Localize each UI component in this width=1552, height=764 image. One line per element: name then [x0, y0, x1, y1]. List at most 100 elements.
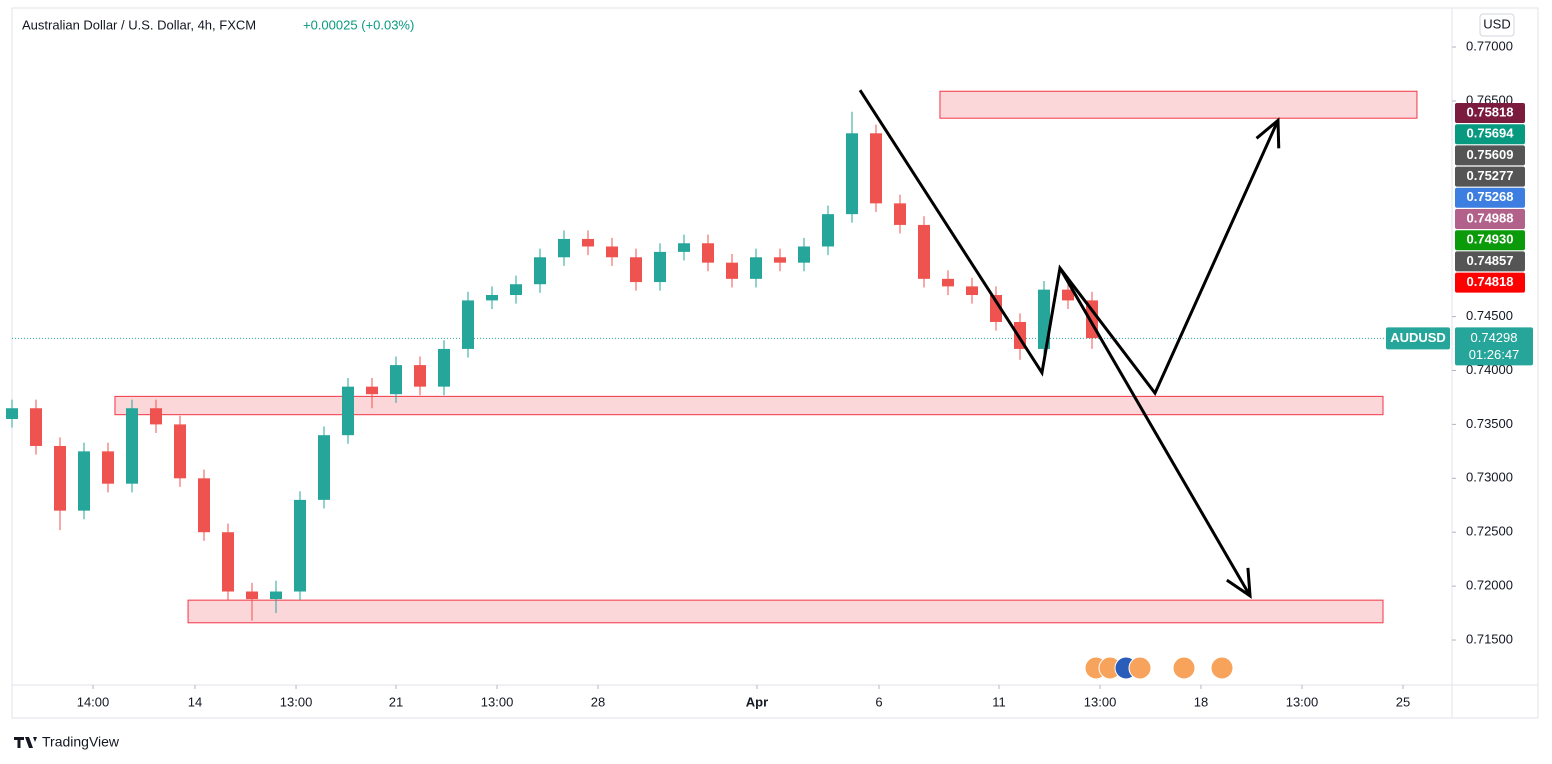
x-tick-label: 13:00 — [481, 694, 514, 709]
candle-body — [150, 408, 162, 425]
candle-body — [1062, 289, 1074, 301]
candle-body — [582, 238, 594, 247]
x-tick-label: 25 — [1396, 694, 1410, 709]
x-tick-label: 14 — [188, 694, 202, 709]
candle-body — [726, 262, 738, 279]
candle-body — [486, 295, 498, 301]
candle-body — [846, 133, 858, 215]
x-tick-label: 18 — [1194, 694, 1208, 709]
chart-frame — [11, 7, 1539, 719]
event-icon[interactable] — [1172, 656, 1196, 680]
candle-body — [222, 532, 234, 592]
candle-body — [798, 246, 810, 263]
x-tick-label: Apr — [746, 694, 768, 709]
x-tick-label: 13:00 — [1084, 694, 1117, 709]
x-tick-label: 13:00 — [1286, 694, 1319, 709]
y-tick-label: 0.73000 — [1466, 470, 1513, 485]
branding: TradingView — [42, 734, 120, 750]
candle-body — [990, 295, 1002, 322]
candle-body — [918, 224, 930, 279]
price-badge-label: 0.75277 — [1467, 168, 1514, 183]
candle-body — [294, 499, 306, 592]
price-badge-label: 0.74857 — [1467, 253, 1514, 268]
last-price-badge — [1455, 327, 1533, 366]
x-tick-label: 11 — [992, 694, 1006, 709]
candle-body — [126, 408, 138, 484]
price-badge-label: 0.74988 — [1467, 210, 1514, 225]
y-tick-label: 0.71500 — [1466, 631, 1513, 646]
candle-body — [894, 203, 906, 225]
event-icons — [1084, 656, 1234, 680]
candle-body — [318, 435, 330, 500]
candle-body — [174, 424, 186, 479]
price-badge-label: 0.74818 — [1467, 274, 1514, 289]
candle-body — [414, 365, 426, 387]
price-badge — [1455, 103, 1525, 123]
candle-body — [54, 445, 66, 511]
candle-body — [630, 257, 642, 283]
zone — [114, 395, 1384, 416]
candle-body — [870, 133, 882, 204]
arrow-head — [1255, 117, 1281, 149]
price-badge-label: 0.75268 — [1467, 189, 1514, 204]
x-tick-label: 14:00 — [77, 694, 110, 709]
arrow-head — [1226, 567, 1252, 599]
symbol-badge — [1386, 327, 1450, 350]
zone — [939, 90, 1418, 119]
candle-body — [942, 278, 954, 287]
candle-body — [654, 251, 666, 283]
currency-button[interactable] — [1479, 13, 1515, 37]
candle-body — [750, 257, 762, 279]
y-tick-label: 0.72500 — [1466, 524, 1513, 539]
candle-body — [774, 257, 786, 263]
candle-body — [702, 243, 714, 263]
chart-title: Australian Dollar / U.S. Dollar, 4h, FXC… — [22, 17, 256, 32]
candle-body — [678, 243, 690, 252]
price-badge-label: 0.75818 — [1467, 104, 1514, 119]
x-tick-label: 13:00 — [280, 694, 313, 709]
price-badge — [1455, 230, 1525, 251]
candle-body — [390, 365, 402, 395]
price-badge — [1455, 272, 1525, 293]
candle-body — [510, 284, 522, 296]
price-badge — [1455, 145, 1525, 166]
y-tick-label: 0.74500 — [1466, 308, 1513, 323]
y-tick-label: 0.72000 — [1466, 578, 1513, 593]
price-badge — [1455, 251, 1525, 272]
price-badge — [1455, 166, 1525, 187]
candle-body — [822, 214, 834, 247]
countdown: 01:26:47 — [1469, 347, 1520, 362]
price-badge-label: 0.74930 — [1467, 232, 1514, 247]
event-icon[interactable] — [1128, 656, 1152, 680]
candle-body — [30, 408, 42, 446]
y-tick-label: 0.73500 — [1466, 416, 1513, 431]
x-tick-label: 6 — [875, 694, 882, 709]
trend-line — [1058, 267, 1252, 597]
candle-body — [102, 451, 114, 484]
candle-body — [1038, 289, 1050, 349]
candle-body — [534, 257, 546, 285]
price-badge — [1455, 209, 1525, 229]
price-badge-label: 0.75609 — [1467, 147, 1514, 162]
currency-label[interactable]: USD — [1483, 16, 1510, 31]
candle-body — [366, 386, 378, 395]
candle-body — [462, 300, 474, 349]
symbol-label: AUDUSD — [1390, 330, 1446, 345]
candle-body — [246, 591, 258, 600]
candle-body — [6, 408, 18, 420]
price-badge-label: 0.75694 — [1467, 126, 1515, 141]
zone — [187, 599, 1384, 624]
candle-body — [606, 246, 618, 258]
last-price-label: 0.74298 — [1471, 330, 1518, 345]
x-tick-label: 28 — [591, 694, 605, 709]
candle-body — [558, 238, 570, 258]
event-icon[interactable] — [1210, 656, 1234, 680]
price-badge — [1455, 124, 1525, 145]
candle-body — [966, 286, 978, 296]
candle-body — [78, 451, 90, 511]
price-change: +0.00025 (+0.03%) — [303, 17, 414, 32]
price-badge — [1455, 187, 1525, 208]
logo-icon — [14, 737, 37, 748]
